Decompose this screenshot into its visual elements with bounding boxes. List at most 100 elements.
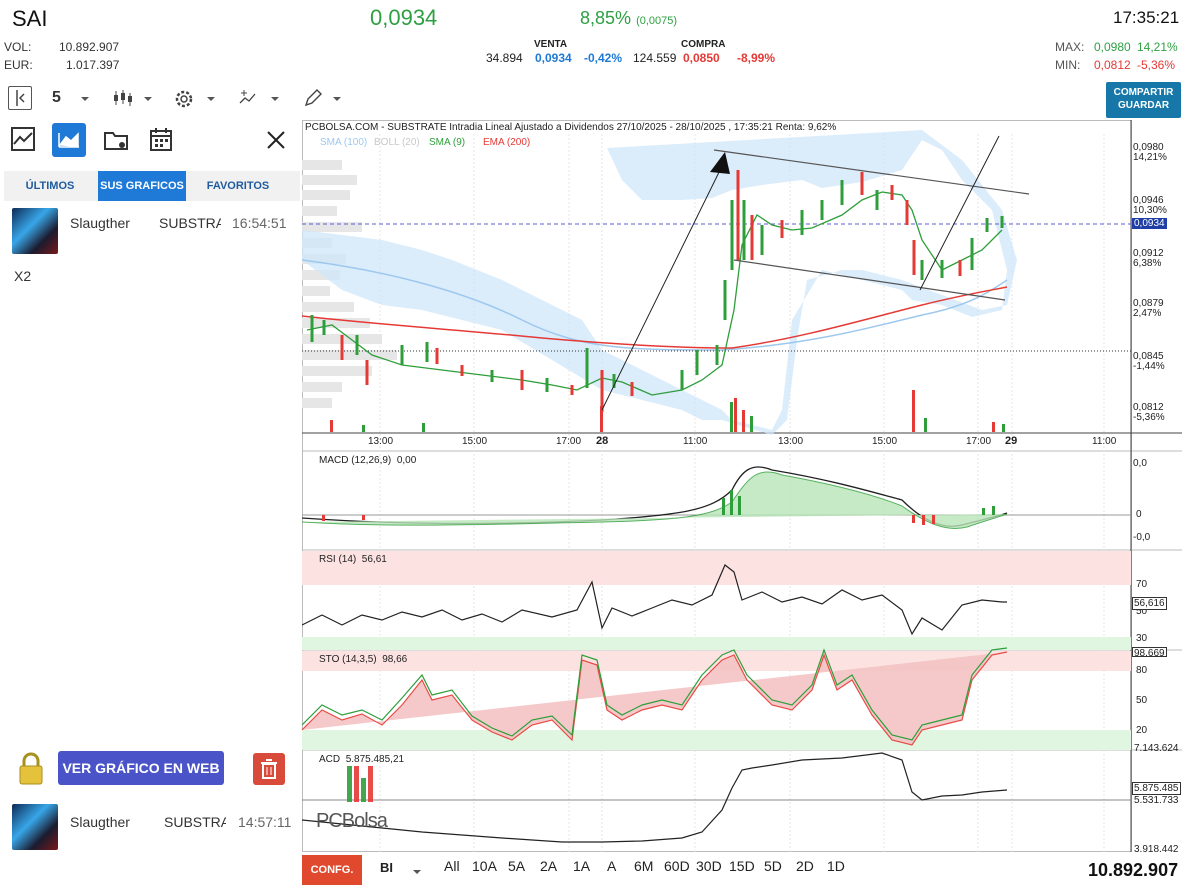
interval-chevron-down-icon[interactable] bbox=[80, 91, 90, 109]
x-label: 28 bbox=[596, 435, 609, 447]
folder-settings-icon[interactable] bbox=[102, 125, 132, 155]
x-label: 17:00 bbox=[556, 436, 582, 447]
range-6m[interactable]: 6M bbox=[634, 858, 654, 874]
range-a[interactable]: A bbox=[607, 858, 617, 874]
range-1d[interactable]: 1D bbox=[827, 858, 845, 874]
gear-icon[interactable] bbox=[172, 87, 196, 116]
legend-ema200: EMA (200) bbox=[483, 137, 531, 148]
pencil-icon[interactable] bbox=[303, 88, 323, 113]
interval-select[interactable]: 5 bbox=[52, 89, 61, 107]
y-label-pct: 6,38% bbox=[1133, 258, 1162, 269]
legend-boll20: BOLL (20) bbox=[374, 137, 420, 148]
feed-user: Slaugther bbox=[70, 215, 130, 231]
feed-item[interactable]: Slaugther SUBSTRA 16:54:51 X2 bbox=[0, 205, 300, 285]
panel-toggle-icon[interactable] bbox=[8, 86, 32, 110]
y-label-pct: 10,30% bbox=[1133, 205, 1167, 216]
x-label: 29 bbox=[1005, 435, 1018, 447]
sto-tick: 20 bbox=[1136, 725, 1148, 736]
tab-favoritos[interactable]: FAVORITOS bbox=[206, 180, 270, 192]
range-1a[interactable]: 1A bbox=[573, 858, 591, 874]
candlestick-type-icon[interactable] bbox=[112, 88, 134, 113]
range-30d[interactable]: 30D bbox=[696, 858, 722, 874]
macd-tick: 0,0 bbox=[1133, 458, 1147, 469]
bid-pct: -0,42% bbox=[584, 51, 623, 65]
share-label: COMPARTIR bbox=[1113, 87, 1174, 98]
sto-value: 98,66 bbox=[382, 654, 408, 665]
range-60d[interactable]: 60D bbox=[664, 858, 690, 874]
min-label: MIN: bbox=[1055, 58, 1081, 72]
x-label: 15:00 bbox=[462, 436, 488, 447]
feed-time: 16:54:51 bbox=[232, 215, 287, 231]
y-label: 0,0912 bbox=[1133, 248, 1164, 259]
legend-sma100: SMA (100) bbox=[320, 137, 368, 148]
vol-value: 10.892.907 bbox=[59, 40, 120, 54]
range-15d[interactable]: 15D bbox=[729, 858, 755, 874]
quote-time: 17:35:21 bbox=[1113, 8, 1180, 27]
acd-tick: 5.531.733 bbox=[1134, 795, 1179, 806]
y-label-pct: -1,44% bbox=[1133, 361, 1165, 372]
share-save-button[interactable]: COMPARTIR GUARDAR bbox=[1106, 82, 1181, 118]
acd-label: ACD 5.875.485,21 bbox=[319, 754, 404, 765]
close-icon[interactable] bbox=[264, 128, 288, 157]
eur-value: 1.017.397 bbox=[66, 58, 120, 72]
indicators-chevron-down-icon[interactable] bbox=[270, 91, 280, 109]
range-5d[interactable]: 5D bbox=[764, 858, 782, 874]
last-price: 0,0934 bbox=[370, 5, 438, 30]
settings-chevron-down-icon[interactable] bbox=[206, 91, 216, 109]
range-2a[interactable]: 2A bbox=[540, 858, 558, 874]
tab-ultimos[interactable]: ÚLTIMOS bbox=[25, 180, 75, 192]
trash-icon[interactable] bbox=[253, 753, 285, 785]
y-label-pct: 14,21% bbox=[1133, 152, 1167, 163]
feed-symbol: SUBSTRA bbox=[164, 814, 226, 830]
change-abs-value: (0,0075) bbox=[636, 15, 678, 27]
view-web-chart-button[interactable]: VER GRÁFICO EN WEB bbox=[58, 751, 224, 785]
ask-price: 0,0850 bbox=[683, 51, 720, 65]
my-charts-icon[interactable] bbox=[8, 124, 38, 154]
avatar bbox=[12, 208, 58, 254]
y-label: 0,0946 bbox=[1133, 195, 1164, 206]
macd-label: MACD (12,26,9) 0,00 bbox=[319, 455, 416, 466]
y-label: 0,0812 bbox=[1133, 402, 1164, 413]
range-10a[interactable]: 10A bbox=[472, 858, 497, 874]
scale-mode-chevron-down-icon[interactable] bbox=[412, 864, 422, 882]
interval-value: 5 bbox=[52, 89, 61, 106]
compra-label: COMPRA bbox=[681, 39, 726, 50]
bid-price: 0,0934 bbox=[535, 51, 572, 65]
acd-top-tick: 7.143.624 bbox=[1134, 743, 1179, 751]
bid-qty: 34.894 bbox=[486, 51, 523, 65]
pcbolsa-watermark-logo: PCBolsa bbox=[316, 810, 388, 832]
macd-name: MACD (12,26,9) bbox=[319, 455, 392, 466]
sto-label: STO (14,3,5) 98,66 bbox=[319, 654, 407, 665]
scale-mode-select[interactable]: BI bbox=[380, 860, 393, 875]
config-button[interactable]: CONFG. bbox=[302, 855, 362, 885]
feed-user: Slaugther bbox=[70, 814, 130, 830]
macd-tick: 0 bbox=[1136, 509, 1142, 520]
chart-type-chevron-down-icon[interactable] bbox=[143, 91, 153, 109]
current-price-tag: 0,0934 bbox=[1132, 218, 1167, 229]
x-label: 13:00 bbox=[368, 436, 394, 447]
range-5a[interactable]: 5A bbox=[508, 858, 526, 874]
draw-chevron-down-icon[interactable] bbox=[332, 91, 342, 109]
max-label: MAX: bbox=[1055, 40, 1085, 54]
range-2d[interactable]: 2D bbox=[796, 858, 814, 874]
lock-icon[interactable] bbox=[18, 752, 44, 791]
tab-sus-graficos[interactable]: SUS GRAFICOS bbox=[98, 171, 186, 201]
feed-item[interactable]: Slaugther SUBSTRA 14:57:11 bbox=[0, 800, 300, 854]
x-label: 11:00 bbox=[1092, 436, 1117, 447]
macd-value: 0,00 bbox=[396, 455, 417, 466]
acd-tag: 5.875.485 bbox=[1132, 782, 1181, 795]
range-all[interactable]: All bbox=[444, 858, 460, 874]
shared-charts-icon[interactable] bbox=[52, 123, 86, 157]
y-label-pct: 2,47% bbox=[1133, 308, 1162, 319]
y-label: 0,0879 bbox=[1133, 298, 1164, 309]
indicators-icon[interactable] bbox=[238, 88, 260, 113]
chart-container[interactable]: PCBOLSA.COM - SUBSTRATE Intradia Lineal … bbox=[301, 120, 1182, 852]
calendar-icon[interactable] bbox=[147, 125, 177, 155]
ticker-symbol: SAI bbox=[12, 6, 48, 31]
y-label-pct: -5,36% bbox=[1133, 412, 1165, 423]
macd-tick: -0,0 bbox=[1133, 532, 1151, 543]
chart-svg[interactable] bbox=[301, 120, 1182, 852]
rsi-tick: 50 bbox=[1136, 606, 1148, 617]
eur-label: EUR: bbox=[4, 58, 33, 72]
sidebar-tabs: ÚLTIMOS SUS GRAFICOS FAVORITOS bbox=[4, 171, 300, 201]
